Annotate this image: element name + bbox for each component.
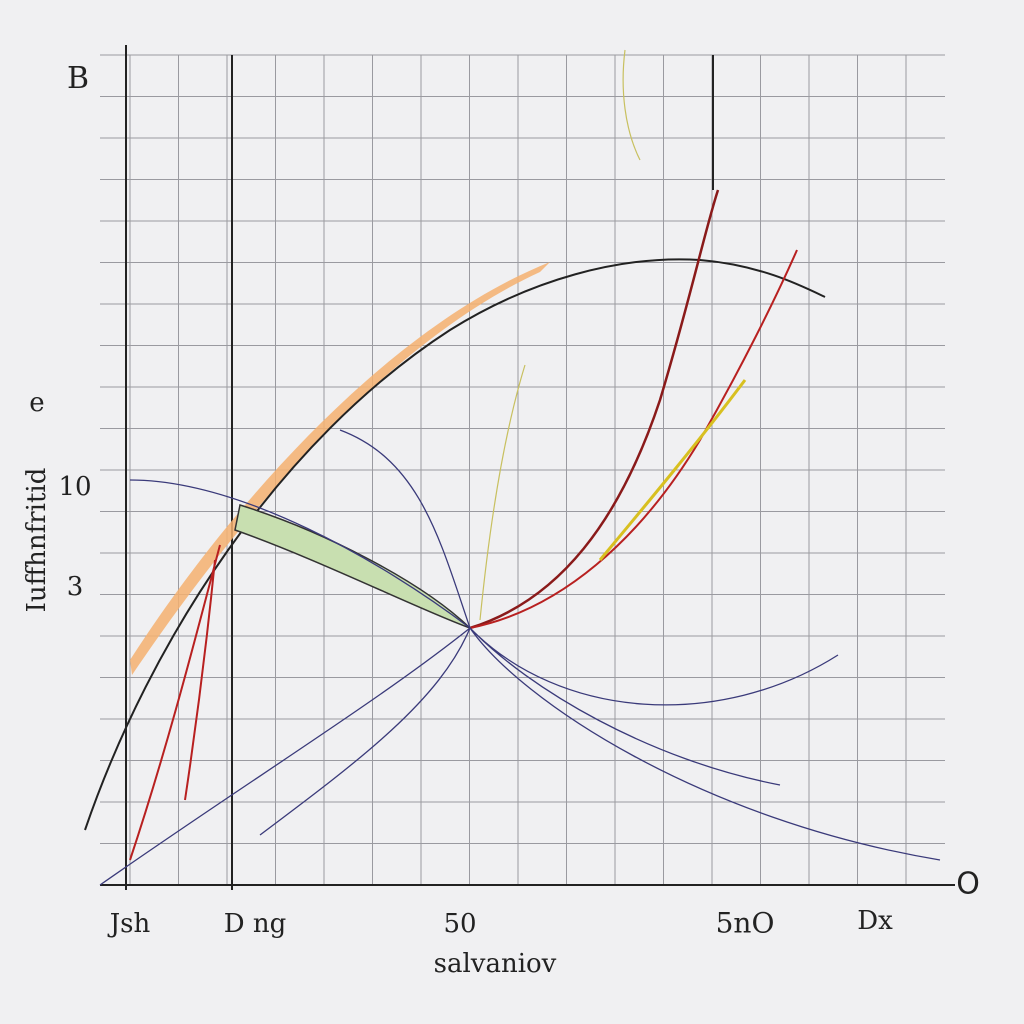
yellow-curve: [598, 379, 747, 561]
black-curve: [84, 258, 826, 831]
x-tick-label: Jsh: [107, 909, 151, 939]
y-tick-label: 10: [58, 472, 91, 502]
blue-curve: [99, 429, 941, 886]
x-tick-label: 50: [443, 909, 476, 939]
corner-label: B: [67, 61, 89, 96]
x-axis-end: O: [956, 867, 980, 902]
y-mark: e: [29, 388, 44, 418]
x-tick-label: 5nO: [716, 907, 775, 940]
red-curve: [469, 189, 720, 630]
y-axis-title: Iuffhnfritid: [22, 468, 52, 613]
x-axis-title: salvaniov: [434, 949, 557, 979]
red-curve: [129, 544, 221, 861]
red-curve: [469, 249, 798, 629]
y-tick-label: 3: [67, 572, 84, 602]
x-tick-label: D ng: [224, 909, 287, 939]
x-tick-label: Dx: [857, 906, 893, 936]
faint-curve: [479, 49, 641, 621]
grid: [100, 54, 945, 886]
